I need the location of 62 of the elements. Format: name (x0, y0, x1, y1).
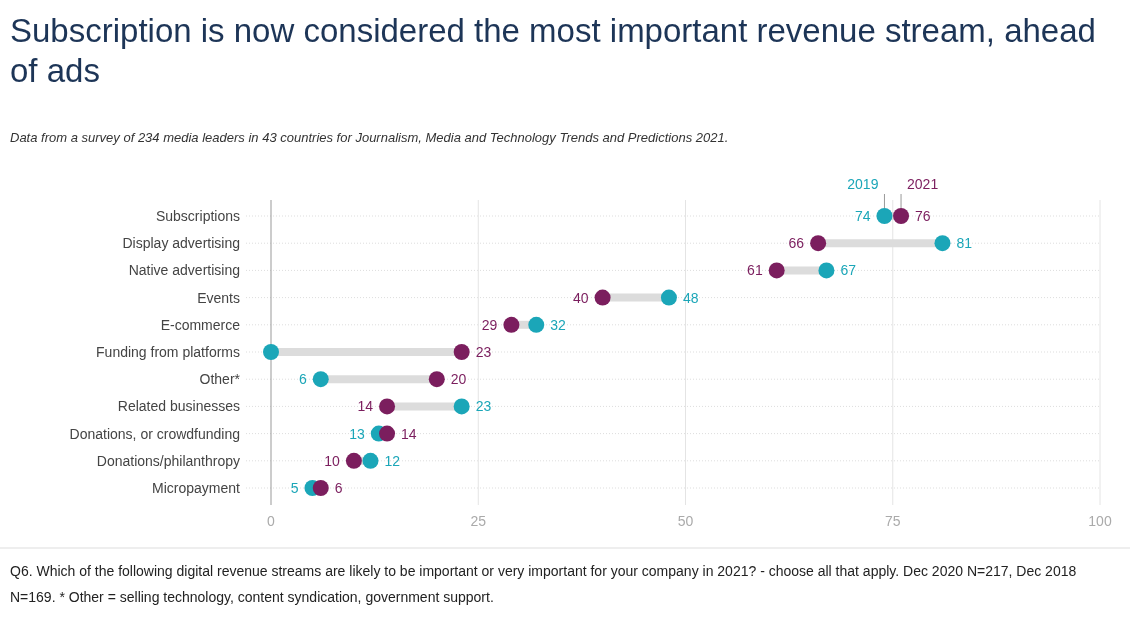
point (263, 344, 279, 360)
data-label: 76 (915, 208, 931, 224)
point (768, 262, 785, 279)
y-tick-label: E-commerce (160, 316, 241, 333)
x-tick-label: 75 (884, 513, 901, 529)
y-tick-label: Subscriptions (155, 208, 240, 224)
y-tick-label: Other* (199, 371, 241, 388)
point (818, 262, 835, 279)
data-label: 10 (324, 452, 341, 469)
data-label: 32 (550, 316, 567, 333)
point (453, 344, 470, 360)
y-tick-label: Related businesses (117, 398, 240, 415)
y-tick-label: Donations, or crowdfunding (69, 425, 240, 442)
point (893, 208, 910, 224)
point (312, 371, 329, 388)
data-label: 67 (840, 262, 857, 279)
point (379, 398, 396, 415)
data-label: 12 (384, 452, 401, 469)
x-tick-label: 100 (1088, 513, 1112, 529)
data-label: 23 (475, 398, 492, 415)
point (810, 235, 827, 252)
data-label: 66 (788, 235, 805, 252)
data-label: 6 (298, 371, 307, 388)
x-tick-label: 25 (470, 513, 487, 529)
y-tick-label: Micropayment (152, 480, 241, 496)
point (503, 316, 520, 333)
point (362, 452, 379, 469)
data-label: 40 (573, 289, 589, 306)
x-tick-label: 50 (677, 513, 694, 529)
text: Q6. Which of the following digital revenue streams are likely to be important or very important for your company in 2021? - choose all that apply. Dec 2020 N=217, Dec 2018 N=169. * Other = selling technology, content syndication, government support. (10, 563, 1077, 605)
chart-title: Subscription is now considered the most important revenue stream, ahead of ads (10, 12, 1096, 89)
point (312, 480, 329, 496)
series-label: 2021 (907, 176, 939, 192)
point (934, 235, 951, 252)
point (594, 289, 611, 306)
data-label: 74 (854, 208, 871, 224)
y-tick-label: Funding from platforms (96, 344, 240, 360)
point (428, 371, 445, 388)
series-label: 2019 (847, 176, 879, 192)
data-label: 61 (747, 262, 763, 279)
point (660, 289, 677, 306)
data-label: 5 (290, 480, 299, 496)
y-tick-label: Display advertising (122, 235, 240, 252)
data-label: 14 (357, 398, 374, 415)
y-tick-label: Events (197, 289, 240, 306)
chart-subtitle: Data from a survey of 234 media leaders in 43 countries for Journalism, Media and Technology Trends and Predictions 2021. (10, 130, 729, 145)
point (379, 425, 396, 442)
data-label: 6 (334, 480, 343, 496)
point (528, 316, 545, 333)
data-label: 14 (401, 425, 417, 442)
data-label: 29 (481, 316, 498, 333)
y-tick-label: Donations/philanthropy (96, 452, 240, 469)
point (345, 452, 362, 469)
point (876, 208, 893, 224)
data-label: 48 (682, 289, 699, 306)
data-label: 81 (956, 235, 973, 252)
data-label: 23 (475, 344, 492, 360)
point (453, 398, 470, 415)
data-label: 20 (450, 371, 467, 388)
data-label: 13 (349, 425, 365, 442)
x-tick-label: 0 (267, 513, 276, 529)
y-tick-label: Native advertising (128, 262, 240, 279)
